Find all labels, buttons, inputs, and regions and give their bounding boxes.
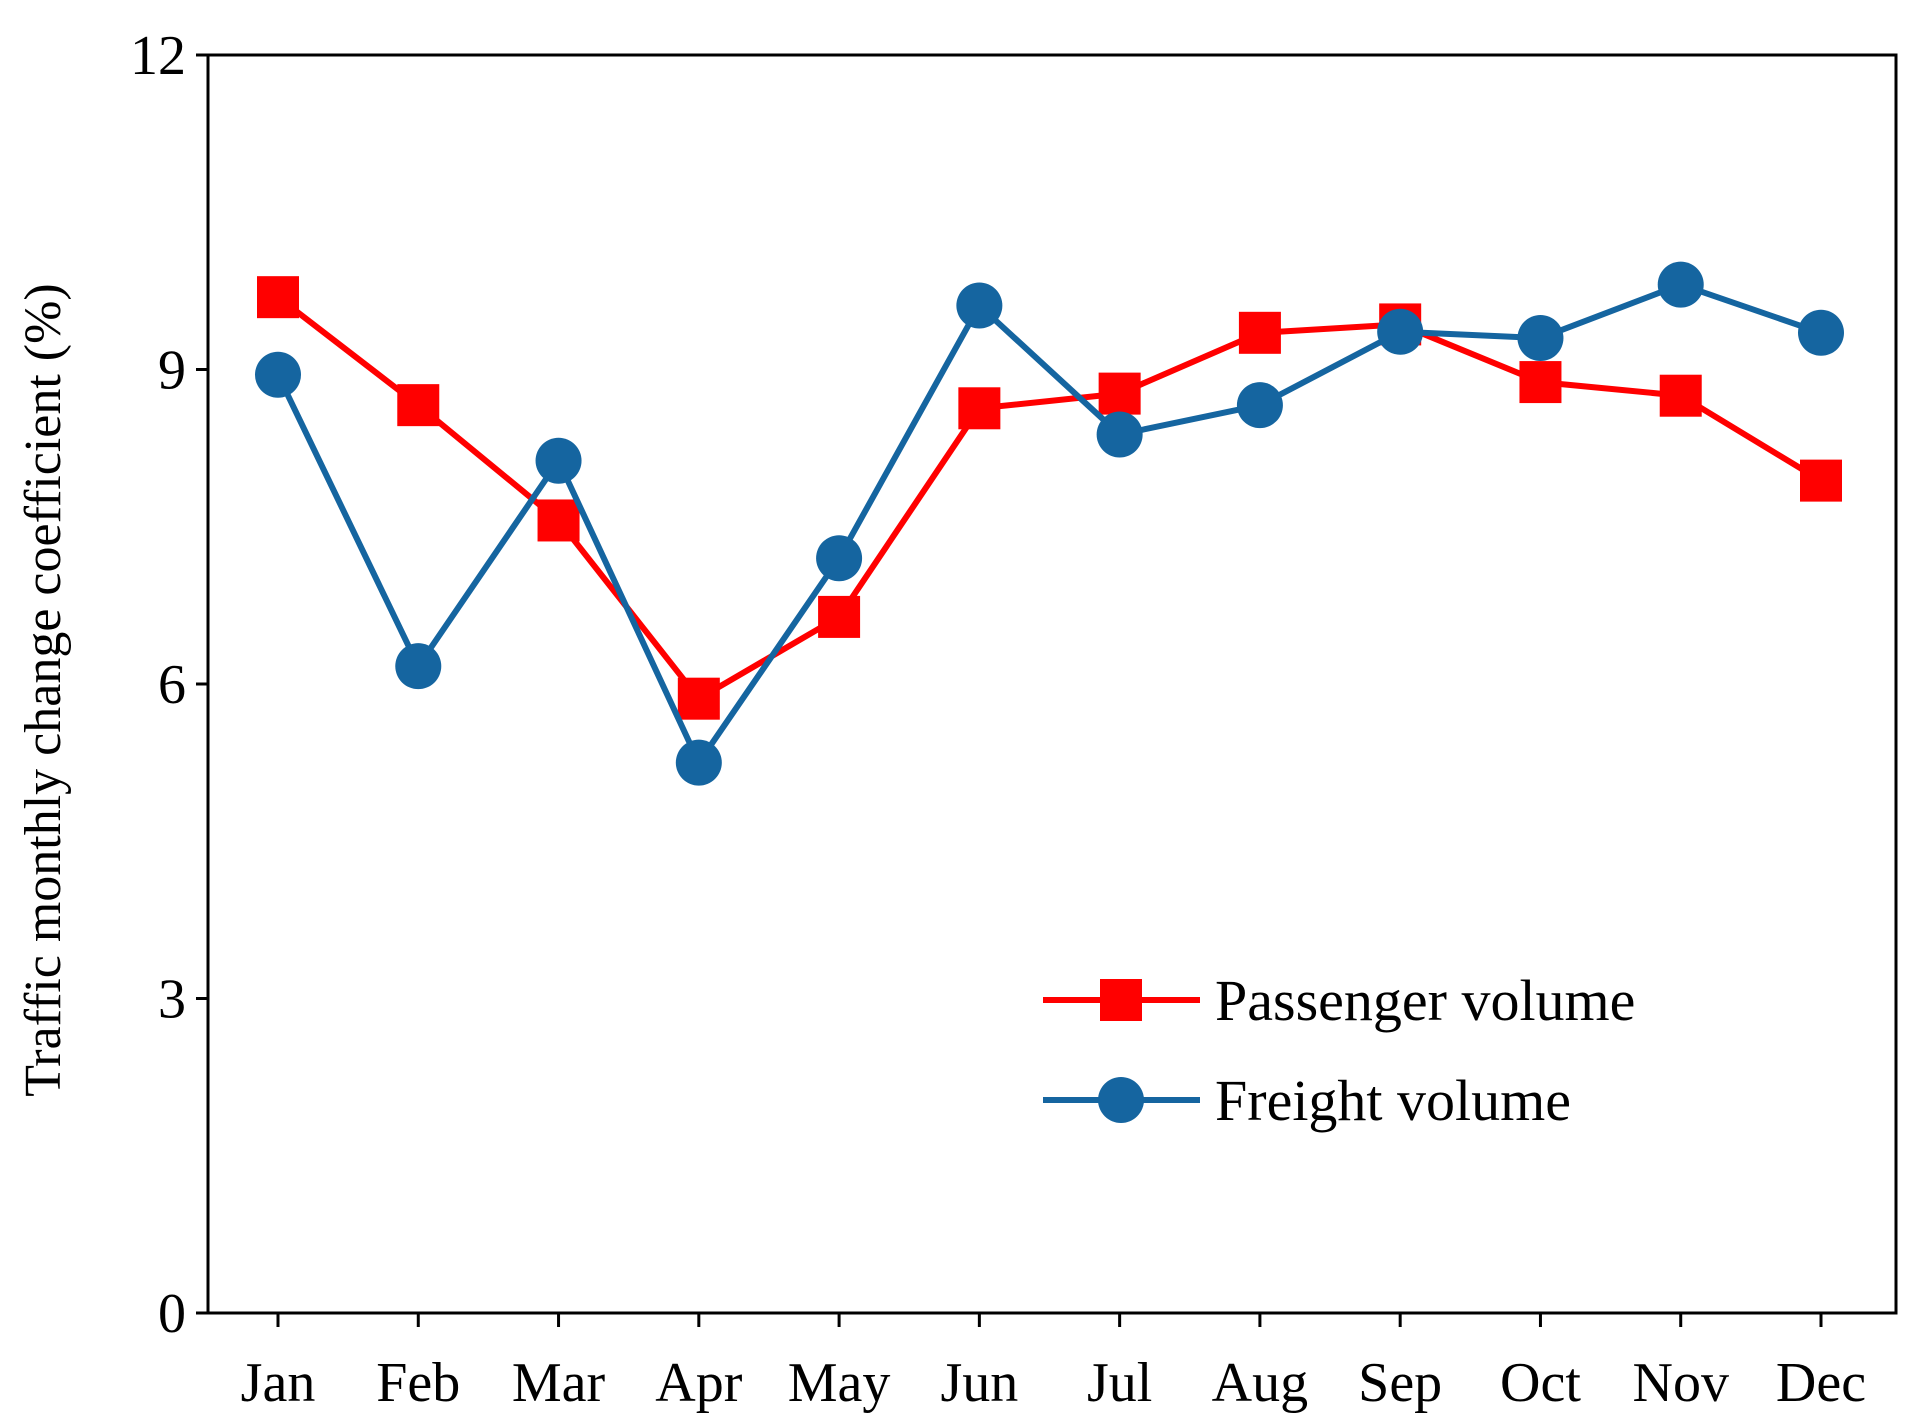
legend-item: Freight volume: [1043, 1068, 1571, 1133]
x-tick-label: Jun: [940, 1352, 1018, 1414]
data-point: [255, 351, 301, 398]
legend-item: Passenger volume: [1043, 968, 1635, 1033]
x-tick-label: Jan: [241, 1352, 316, 1414]
legend-label: Freight volume: [1215, 1068, 1571, 1133]
data-point: [1377, 308, 1424, 355]
data-point: [537, 499, 580, 542]
y-axis-title: Traffic monthly change coefficient (%): [15, 283, 72, 1096]
data-point: [1657, 261, 1704, 308]
axes: 0 3 6 9 12 Jan Feb Mar Apr May Jun Jul Aug Sep Oct Nov D…: [130, 25, 1898, 1414]
legend-label: Passenger volume: [1215, 968, 1635, 1033]
x-tick-label: Sep: [1358, 1352, 1442, 1414]
x-tick-label: Jul: [1087, 1352, 1152, 1414]
data-point: [1519, 361, 1562, 404]
data-point: [257, 276, 299, 319]
data-point: [677, 677, 720, 720]
series-passenger-volume: [257, 276, 1842, 720]
data-point: [535, 437, 582, 484]
x-tick-label: Nov: [1633, 1352, 1729, 1414]
data-point: [1238, 311, 1281, 354]
x-tick-label: Apr: [655, 1352, 742, 1414]
series-layer: [255, 261, 1844, 786]
data-point: [1800, 459, 1842, 502]
series-freight-volume: [255, 261, 1844, 786]
data-point: [958, 387, 1001, 430]
legend: Passenger volume Freight volume: [1043, 968, 1635, 1133]
data-point: [1659, 374, 1702, 417]
y-tick-label: 0: [158, 1283, 186, 1345]
x-tick-label: Mar: [512, 1352, 606, 1414]
x-tick-label: Oct: [1500, 1352, 1581, 1414]
x-tick-label: Dec: [1776, 1352, 1866, 1414]
legend-marker: [1098, 1077, 1144, 1123]
y-tick-label: 3: [158, 969, 186, 1031]
x-tick-label: May: [788, 1352, 891, 1414]
data-point: [818, 595, 861, 638]
x-tick-label: Aug: [1212, 1352, 1308, 1414]
data-point: [1096, 411, 1143, 458]
y-tick-label: 6: [158, 654, 186, 716]
data-point: [675, 739, 722, 786]
data-point: [1517, 315, 1564, 362]
series-line: [275, 281, 1822, 766]
y-tick-label: 12: [130, 25, 186, 87]
data-point: [1098, 372, 1141, 415]
data-point: [956, 282, 1003, 329]
data-point: [1798, 309, 1844, 356]
y-tick-label: 9: [158, 340, 186, 402]
data-point: [397, 384, 440, 427]
series-line: [276, 294, 1823, 702]
plot-frame: [206, 53, 1898, 1315]
legend-marker: [1100, 979, 1142, 1021]
data-point: [395, 643, 442, 690]
data-point: [1236, 382, 1283, 429]
x-tick-label: Feb: [376, 1352, 460, 1414]
data-point: [816, 535, 863, 582]
